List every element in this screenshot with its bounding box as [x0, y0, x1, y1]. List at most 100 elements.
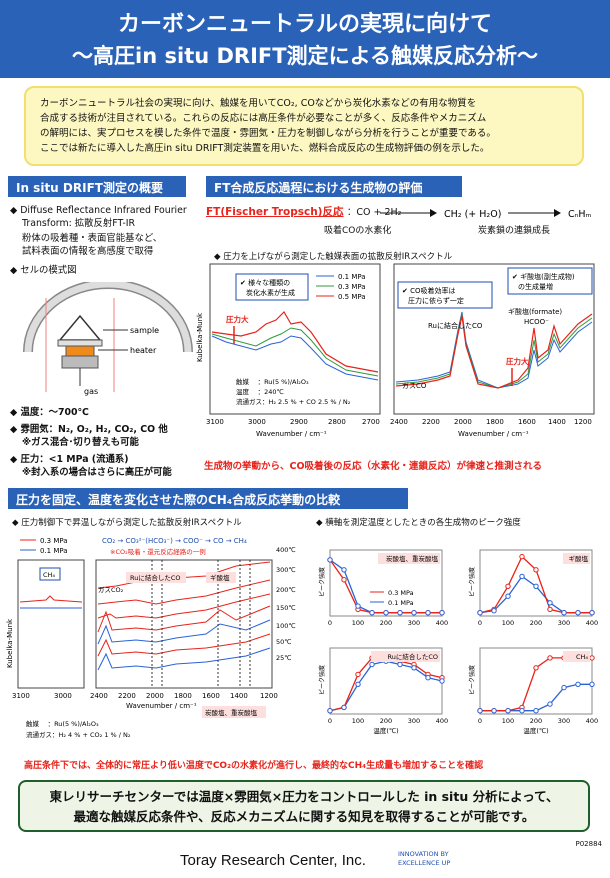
section-heading-drift: In situ DRIFT測定の概要 — [8, 176, 186, 197]
arrow-head — [554, 209, 561, 217]
temp-labels: 400℃ 300℃ 200℃ 150℃ 100℃ 50℃ 25℃ — [276, 546, 296, 662]
cond-line: 流通ガス：H₂ 2.5 % + CO 2.5 % / N₂ — [236, 397, 351, 406]
ft-conclusion: 生成物の挙動から、CO吸着後の反応（水素化・連鎖反応）が律速と推測される — [204, 461, 543, 472]
tick-label: 300 — [558, 619, 570, 627]
y-axis-label: ピーク強度 — [318, 665, 326, 695]
tagline-line: INNOVATION BY — [398, 850, 449, 858]
x-ticks: 3100 3000 2400 2200 2000 1800 1600 1400 … — [12, 692, 278, 700]
callout-text: ✔ ギ酸塩(副生成物) — [512, 272, 575, 281]
tick-label: 1800 — [174, 692, 192, 700]
tick-label: 200 — [380, 717, 392, 725]
y-axis-label: ピーク強度 — [468, 665, 476, 695]
data-point — [369, 610, 375, 616]
intro-line: カーボンニュートラル社会の実現に向け、触媒を用いてCO₂, COなどから炭化水素… — [40, 98, 477, 109]
eq-mid: CH₂ (+ H₂O) — [444, 209, 501, 220]
x-axis-label: Wavenumber / cm⁻¹ — [256, 430, 327, 438]
temp-label: 400℃ — [276, 546, 296, 554]
tick-label: 2200 — [422, 418, 440, 426]
data-point — [477, 708, 483, 714]
ch4-spectrum: 0.3 MPa 0.1 MPa CO₂ → CO₃²⁻(HCO₃⁻) → COO… — [6, 537, 296, 739]
panel-title: CH₄ — [576, 653, 588, 661]
ft-equation: FT(Fischer Tropsch)反応 ：CO + 2H₂ — [206, 204, 606, 220]
data-point — [519, 573, 525, 580]
peak-chart: Ruに結合したCO ピーク強度 0 100 200 300 400 温度(℃) — [318, 647, 448, 735]
data-point — [519, 553, 525, 560]
callout-text: 炭化水素が生成 — [246, 288, 295, 297]
data-point — [425, 610, 431, 616]
intro-line: の解明には、実プロセスを模した条件で温度・雰囲気・圧力を制御しながら分析を行うこ… — [40, 128, 496, 139]
data-point — [547, 600, 553, 606]
scheme-note: ※CO₂吸着・還元反応経路の一例 — [110, 547, 206, 556]
data-point — [561, 610, 567, 616]
eq-right: CₙHₘ — [568, 209, 592, 220]
summary-box: 東レリサーチセンターでは温度×雰囲気×圧力をコントロールした in situ 分… — [18, 780, 590, 832]
data-point — [341, 704, 347, 711]
spec-line — [97, 619, 271, 645]
callout-text: の生成量増 — [518, 282, 553, 291]
data-point — [425, 675, 431, 681]
data-point — [327, 557, 333, 563]
heater-block — [65, 345, 95, 357]
series-0.3 — [211, 327, 379, 377]
bullet-text2: Transform: 拡散反射FT-IR — [22, 218, 136, 229]
ft-sub: ◆ 圧力を上げながら測定した触媒表面の拡散反射IRスペクトル — [214, 252, 453, 262]
ru-co-tag — [126, 572, 186, 583]
ft-arrows: CH₂ (+ H₂O) CₙHₘ — [380, 209, 592, 220]
ft-sub-text: 圧力を上げながら測定した触媒表面の拡散反射IRスペクトル — [223, 252, 453, 262]
doc-code: P02884 — [575, 840, 603, 848]
tick-label: 1400 — [230, 692, 248, 700]
data-point — [575, 681, 581, 688]
pressure-up-label: 圧力大 — [226, 314, 249, 324]
bullet-text: セルの模式図 — [20, 265, 77, 276]
cond-line: 流通ガス：H₂ 4 % + CO₂ 1 % / N₂ — [26, 730, 131, 739]
x-axis-label: Wavenumber / cm⁻¹ — [458, 430, 529, 438]
tick-label: 0 — [478, 717, 482, 725]
page-title: カーボンニュートラルの実現に向けて — [117, 12, 492, 37]
tick-label: 1200 — [260, 692, 278, 700]
data-point — [477, 610, 483, 616]
pressure-up-label: 圧力大 — [506, 356, 529, 366]
tick-label: 0 — [328, 717, 332, 725]
data-point — [355, 681, 361, 688]
ft-spectrum-right: ✔ CO吸着効率は 圧力に依らず一定 ✔ ギ酸塩(副生成物) の生成量増 Ruに… — [390, 263, 595, 438]
panel-title-bg — [563, 651, 590, 662]
tick-label: 1400 — [548, 418, 566, 426]
dome-arc — [23, 282, 193, 353]
scheme: CO₂ → CO₃²⁻(HCO₃⁻) → COO⁻ → CO → CH₄ — [102, 537, 247, 545]
x-ticks: 3100 3000 2900 2800 2700 — [206, 418, 380, 426]
data-point — [491, 608, 497, 614]
data-point — [411, 665, 417, 671]
tick-label: 400 — [586, 619, 598, 627]
tick-label: 200 — [530, 717, 542, 725]
spec-line — [97, 593, 271, 619]
eq-left: ：CO + 2H₂ — [346, 207, 402, 218]
x-axis-label: 温度(℃) — [373, 726, 398, 735]
temp-label: 100℃ — [276, 622, 296, 630]
plot-frame-left — [17, 559, 85, 689]
series-0.1 — [395, 311, 593, 389]
spec-text: 雰囲気：N₂, O₂, H₂, CO₂, CO 他 — [20, 424, 168, 435]
page-subtitle: ～高圧in situ DRIFT測定による触媒反応分析～ — [72, 44, 538, 68]
formate-label: ギ酸塩 — [210, 573, 230, 582]
temp-label: 50℃ — [276, 638, 292, 646]
tick-label: 0 — [478, 619, 482, 627]
data-point — [561, 684, 567, 691]
formate-label: ギ酸塩(formate) — [508, 307, 562, 316]
tick-label: 100 — [352, 717, 364, 725]
data-point — [355, 671, 361, 678]
series-0.1 — [211, 335, 379, 381]
tick-label: 200 — [530, 619, 542, 627]
temp-label: 300℃ — [276, 566, 296, 574]
tick-label: 200 — [380, 619, 392, 627]
spec-list: ◆ 温度：～700℃ ◆ 雰囲気：N₂, O₂, H₂, CO₂, CO 他 ※… — [10, 406, 205, 479]
tick-label: 2000 — [454, 418, 472, 426]
spec-line — [97, 605, 271, 633]
drift-overview: ◆ Diffuse Reflectance Infrared Fourier T… — [10, 204, 200, 277]
section-heading-ft: FT合成反応過程における生成物の評価 — [206, 176, 462, 197]
tick-label: 1600 — [202, 692, 220, 700]
data-point — [589, 655, 595, 661]
tick-label: 1800 — [486, 418, 504, 426]
tick-label: 1200 — [574, 418, 592, 426]
data-point — [327, 708, 333, 714]
data-point — [397, 661, 403, 668]
